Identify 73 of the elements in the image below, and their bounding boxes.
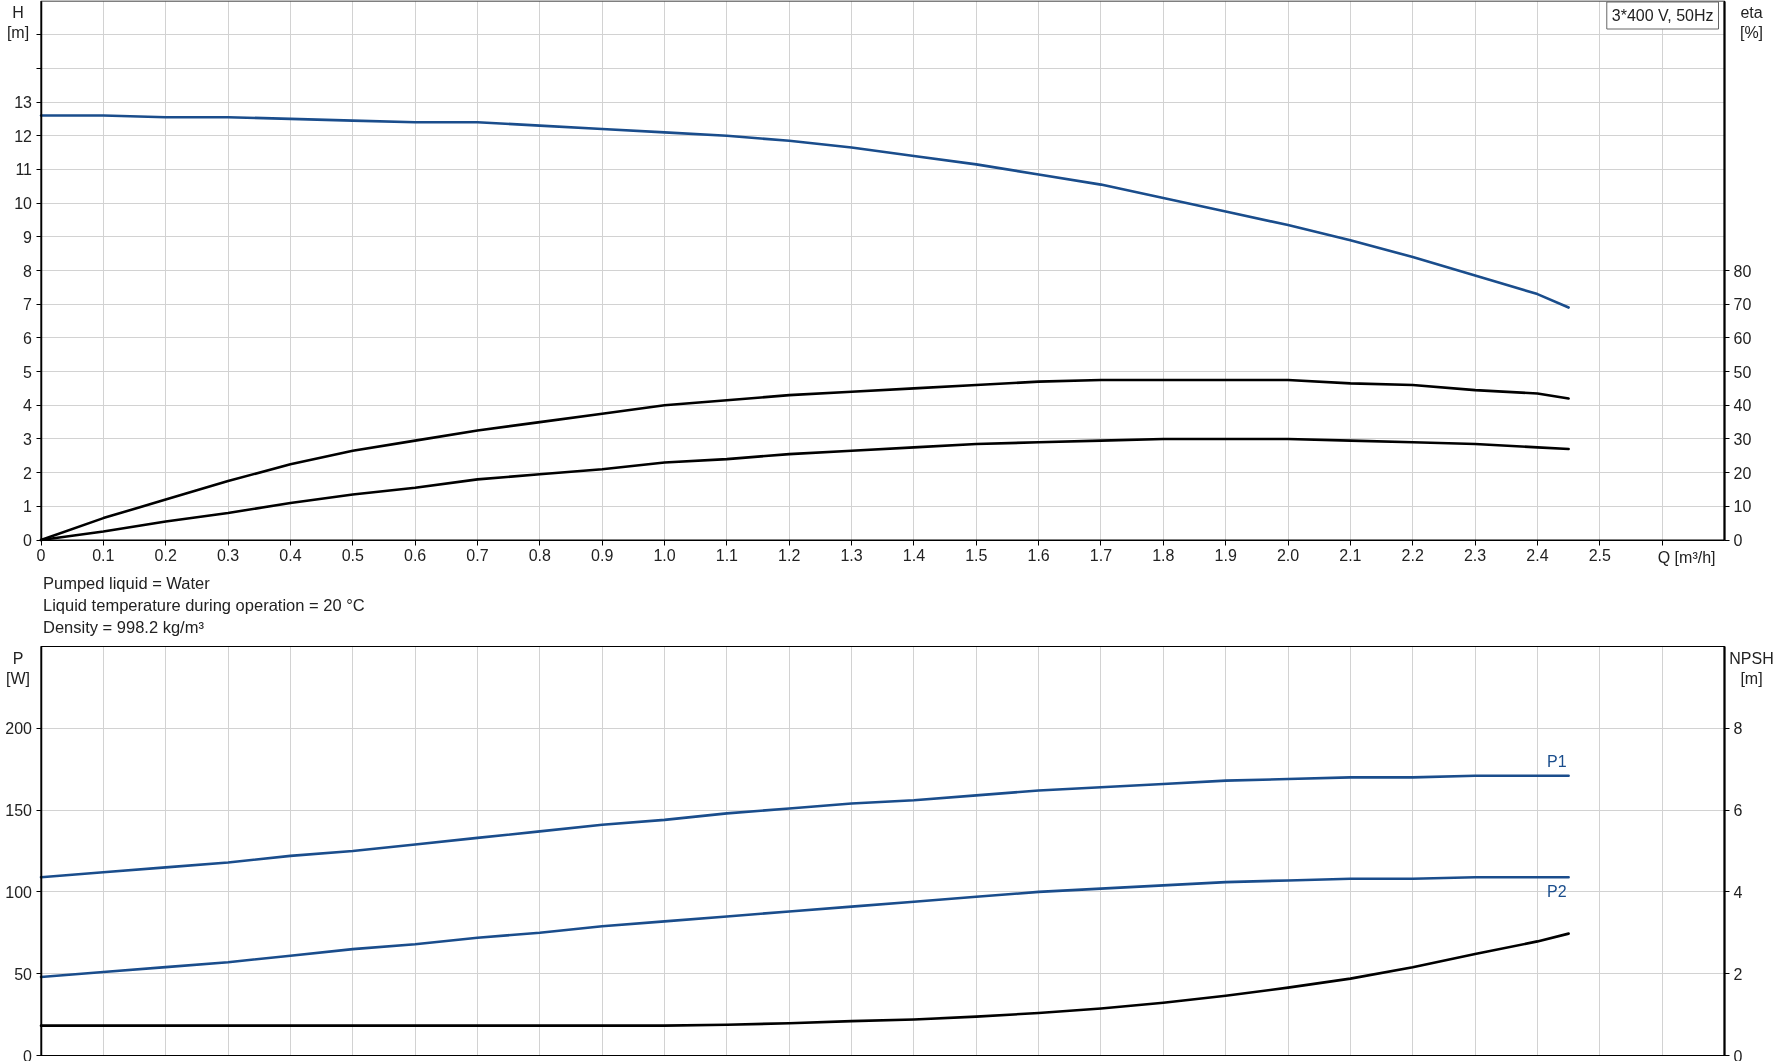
x-tick-label: 0.7 bbox=[466, 547, 489, 564]
x-tick-label: 0.2 bbox=[154, 547, 177, 564]
y2-tick-label: 4 bbox=[1733, 883, 1743, 901]
x-tick-label: 0.9 bbox=[591, 547, 614, 564]
series-label: P1 bbox=[1547, 752, 1567, 770]
text: Liquid temperature during operation = 20 °C bbox=[43, 596, 365, 614]
x-tick-label: 1.8 bbox=[1152, 547, 1175, 564]
y2-tick-label: 10 bbox=[1733, 498, 1752, 516]
line-series bbox=[39, 774, 1570, 879]
y-tick-label: 11 bbox=[15, 161, 33, 179]
y2-tick-label: 30 bbox=[1733, 430, 1752, 448]
y-tick-label: 150 bbox=[5, 802, 33, 820]
series-label: P2 bbox=[1547, 883, 1567, 901]
x-tick-label: 1.3 bbox=[840, 547, 863, 564]
line-series bbox=[39, 875, 1570, 979]
x-tick-label: 2.2 bbox=[1401, 547, 1424, 564]
y-tick-label: 10 bbox=[14, 195, 33, 213]
y2-tick-label: 0 bbox=[1733, 532, 1743, 549]
y2-tick-label: 20 bbox=[1733, 464, 1752, 482]
x-tick-label: 0 bbox=[36, 547, 46, 564]
y-tick-label: 1 bbox=[23, 498, 33, 516]
y2-tick-label: 60 bbox=[1733, 329, 1752, 347]
x-tick-label: 1.5 bbox=[965, 547, 988, 564]
y-tick-label: 0 bbox=[23, 1047, 33, 1061]
y-tick-label: 3 bbox=[23, 430, 33, 448]
y2-tick-label: 50 bbox=[1733, 363, 1752, 381]
y-tick-label: 9 bbox=[23, 228, 33, 246]
y2-axis-title: eta [%] bbox=[1739, 4, 1764, 42]
text: Pumped liquid = Water bbox=[43, 574, 211, 592]
y-tick-label: 50 bbox=[14, 965, 33, 983]
x-tick-label: 1.4 bbox=[902, 547, 926, 564]
y-tick-label: 2 bbox=[23, 464, 33, 482]
x-tick-label: 2.3 bbox=[1463, 547, 1487, 564]
chart-title: 3*400 V, 50Hz bbox=[1611, 7, 1714, 24]
x-tick-label: 2.1 bbox=[1339, 547, 1362, 564]
y2-tick-label: 70 bbox=[1733, 296, 1752, 314]
x-tick-label: 2.0 bbox=[1276, 547, 1300, 564]
line-series bbox=[39, 114, 1570, 309]
text: Density = 998.2 kg/m³ bbox=[43, 618, 205, 636]
x-tick-label: 1.6 bbox=[1027, 547, 1050, 564]
x-tick-label: 0.4 bbox=[279, 547, 302, 564]
y-axis-title: H [m] bbox=[6, 4, 30, 42]
x-tick-label: 1.9 bbox=[1214, 547, 1237, 564]
x-tick-label: 0.5 bbox=[341, 547, 364, 564]
y-tick-label: 7 bbox=[23, 296, 33, 314]
x-tick-label: 1.0 bbox=[653, 547, 676, 564]
x-tick-label: 0.8 bbox=[528, 547, 552, 564]
x-tick-label: 2.4 bbox=[1526, 547, 1549, 564]
y-tick-label: 6 bbox=[23, 329, 33, 347]
x-tick-label: 0.1 bbox=[92, 547, 115, 564]
x-tick-label: 1.2 bbox=[778, 547, 801, 564]
y2-axis-title: NPSH [m] bbox=[1729, 649, 1774, 687]
y2-tick-label: 2 bbox=[1733, 965, 1743, 983]
y2-tick-label: 40 bbox=[1733, 397, 1752, 415]
x-tick-label: 2.5 bbox=[1588, 547, 1612, 564]
y-tick-label: 200 bbox=[5, 720, 33, 738]
y-tick-label: 8 bbox=[23, 262, 33, 280]
y2-tick-label: 0 bbox=[1733, 1047, 1743, 1061]
x-tick-label: 0.3 bbox=[216, 547, 240, 564]
y2-tick-label: 6 bbox=[1733, 802, 1743, 820]
y-tick-label: 5 bbox=[23, 363, 33, 381]
y-tick-label: 4 bbox=[23, 397, 33, 415]
x-tick-label: 0.6 bbox=[403, 547, 427, 564]
y-tick-label: 12 bbox=[14, 127, 33, 145]
y-axis-title: P [W] bbox=[6, 649, 30, 687]
y-tick-label: 13 bbox=[14, 94, 33, 112]
y2-tick-label: 80 bbox=[1733, 262, 1752, 280]
y2-tick-label: 8 bbox=[1733, 720, 1743, 738]
x-tick-label: 1.7 bbox=[1089, 547, 1113, 564]
x-axis-title: Q [m³/h] bbox=[1657, 549, 1716, 566]
y-tick-label: 0 bbox=[23, 532, 33, 549]
x-tick-label: 1.1 bbox=[715, 547, 739, 564]
y-tick-label: 100 bbox=[5, 883, 33, 901]
